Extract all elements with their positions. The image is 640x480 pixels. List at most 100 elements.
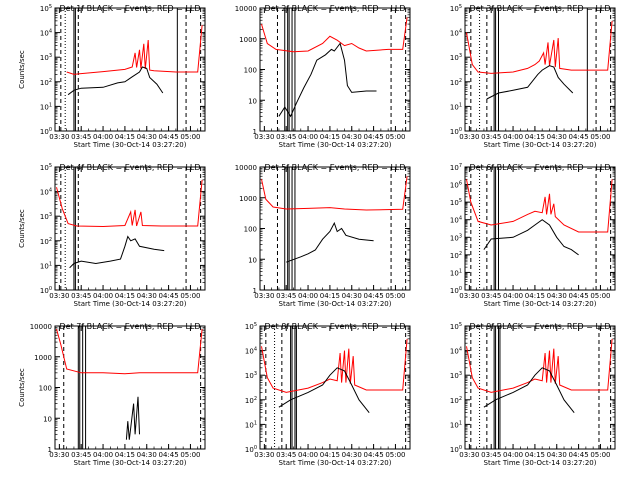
series-events-line — [483, 219, 579, 256]
y-tick-label: 10 — [248, 97, 257, 105]
x-tick-label: 04:30 — [547, 292, 567, 300]
x-axis-label: Start Time (30-Oct-14 03:27:20) — [74, 459, 187, 467]
y-tick-label: 101 — [450, 268, 462, 277]
panel-1: Det 1f BLACK = Events, RED = LLD 100 101 10… — [18, 4, 206, 149]
x-tick-label: 04:00 — [503, 292, 523, 300]
x-tick-label: 04:30 — [547, 133, 567, 141]
y-tick-label: 10000 — [235, 164, 257, 172]
series-events-line — [69, 235, 165, 269]
y-tick-label: 100 — [450, 286, 462, 295]
plot-frame — [464, 325, 616, 450]
y-tick-label: 100 — [450, 445, 462, 454]
x-tick-label: 03:30 — [49, 133, 69, 141]
series-events-line — [278, 367, 370, 414]
x-tick-label: 04:00 — [93, 292, 113, 300]
x-tick-label: 05:00 — [180, 451, 200, 459]
x-tick-label: 04:45 — [568, 451, 588, 459]
y-axis-label: Counts/sec — [18, 209, 26, 248]
x-axis-label: Start Time (30-Oct-14 03:27:20) — [484, 300, 597, 308]
plot-frame — [464, 7, 616, 132]
y-tick-label: 10000 — [30, 323, 52, 331]
x-tick-label: 04:30 — [342, 451, 362, 459]
y-tick-label: 10 — [248, 256, 257, 264]
x-tick-label: 04:15 — [320, 451, 340, 459]
panel-9: Det 9f BLACK = Events, RED = LLD 100 101 10… — [450, 322, 616, 467]
x-axis-label: Start Time (30-Oct-14 03:27:20) — [484, 459, 597, 467]
x-tick-label: 04:15 — [320, 292, 340, 300]
panel-title: Det 5f BLACK = Events, RED = LLD — [264, 163, 405, 172]
x-tick-label: 04:15 — [115, 451, 135, 459]
x-tick-label: 03:45 — [71, 133, 91, 141]
x-axis-label: Start Time (30-Oct-14 03:27:20) — [74, 300, 187, 308]
x-tick-label: 03:45 — [481, 451, 501, 459]
x-axis-label: Start Time (30-Oct-14 03:27:20) — [279, 141, 392, 149]
series-lld-line — [466, 20, 613, 74]
y-tick-label: 1 — [253, 128, 257, 136]
panel-7: Det 7f BLACK = Events, RED = LLD 1 10 100 10… — [18, 322, 206, 467]
panel-title: Det 2f BLACK = Events, RED = LLD — [264, 4, 405, 13]
y-tick-label: 105 — [40, 163, 52, 172]
x-tick-label: 04:00 — [93, 133, 113, 141]
x-tick-label: 04:00 — [298, 133, 318, 141]
y-tick-label: 106 — [450, 181, 462, 190]
x-tick-label: 03:30 — [254, 292, 274, 300]
y-tick-label: 107 — [450, 163, 462, 172]
x-tick-label: 03:30 — [49, 451, 69, 459]
y-tick-label: 105 — [40, 4, 52, 13]
x-tick-label: 04:15 — [115, 133, 135, 141]
panel-4: Det 4f BLACK = Events, RED = LLD 100 101 10… — [18, 163, 206, 308]
x-tick-label: 05:00 — [590, 292, 610, 300]
panel-title: Det 4f BLACK = Events, RED = LLD — [59, 163, 200, 172]
y-tick-label: 100 — [245, 445, 257, 454]
y-tick-label: 103 — [450, 233, 462, 242]
series-events-line — [278, 42, 377, 118]
panel-title: Det 3f BLACK = Events, RED = LLD — [469, 4, 610, 13]
x-tick-label: 04:45 — [158, 292, 178, 300]
x-tick-label: 04:45 — [363, 451, 383, 459]
x-tick-label: 04:00 — [298, 451, 318, 459]
x-tick-label: 03:45 — [276, 292, 296, 300]
y-tick-label: 104 — [245, 347, 257, 356]
y-tick-label: 103 — [40, 212, 52, 221]
x-tick-label: 05:00 — [385, 133, 405, 141]
y-tick-label: 100 — [450, 127, 462, 136]
y-tick-label: 100 — [244, 226, 257, 234]
y-tick-label: 102 — [450, 251, 462, 260]
y-tick-label: 1000 — [34, 354, 52, 362]
y-tick-label: 1 — [48, 446, 52, 454]
x-tick-label: 03:30 — [254, 133, 274, 141]
x-tick-label: 05:00 — [180, 133, 200, 141]
x-tick-label: 03:45 — [71, 451, 91, 459]
y-tick-label: 10 — [43, 415, 52, 423]
x-tick-label: 04:00 — [503, 451, 523, 459]
y-tick-label: 1000 — [239, 195, 257, 203]
x-tick-label: 04:45 — [568, 133, 588, 141]
y-tick-label: 105 — [245, 322, 257, 331]
y-tick-label: 104 — [450, 216, 462, 225]
y-tick-label: 100 — [244, 67, 257, 75]
panel-8: Det 8f BLACK = Events, RED = LLD 100 101 10… — [245, 322, 411, 467]
y-tick-label: 103 — [245, 371, 257, 380]
x-tick-label: 04:30 — [342, 292, 362, 300]
plot-frame — [464, 166, 616, 291]
series-lld-line — [466, 179, 613, 233]
series-lld-line — [466, 338, 613, 393]
plot-frame — [54, 7, 206, 132]
x-tick-label: 04:30 — [342, 133, 362, 141]
y-tick-label: 10000 — [235, 5, 257, 13]
series-lld-line — [261, 338, 408, 393]
x-tick-label: 03:30 — [459, 133, 479, 141]
x-tick-label: 04:45 — [568, 292, 588, 300]
panel-title: Det 6f BLACK = Events, RED = LLD — [469, 163, 610, 172]
x-tick-label: 04:45 — [158, 133, 178, 141]
y-tick-label: 103 — [40, 53, 52, 62]
series-events-line — [67, 66, 164, 96]
x-tick-label: 05:00 — [385, 451, 405, 459]
x-tick-label: 04:00 — [503, 133, 523, 141]
y-tick-label: 101 — [40, 261, 52, 270]
y-tick-label: 101 — [450, 102, 462, 111]
y-tick-label: 1000 — [239, 36, 257, 44]
x-tick-label: 05:00 — [590, 133, 610, 141]
series-lld-line — [56, 328, 203, 375]
